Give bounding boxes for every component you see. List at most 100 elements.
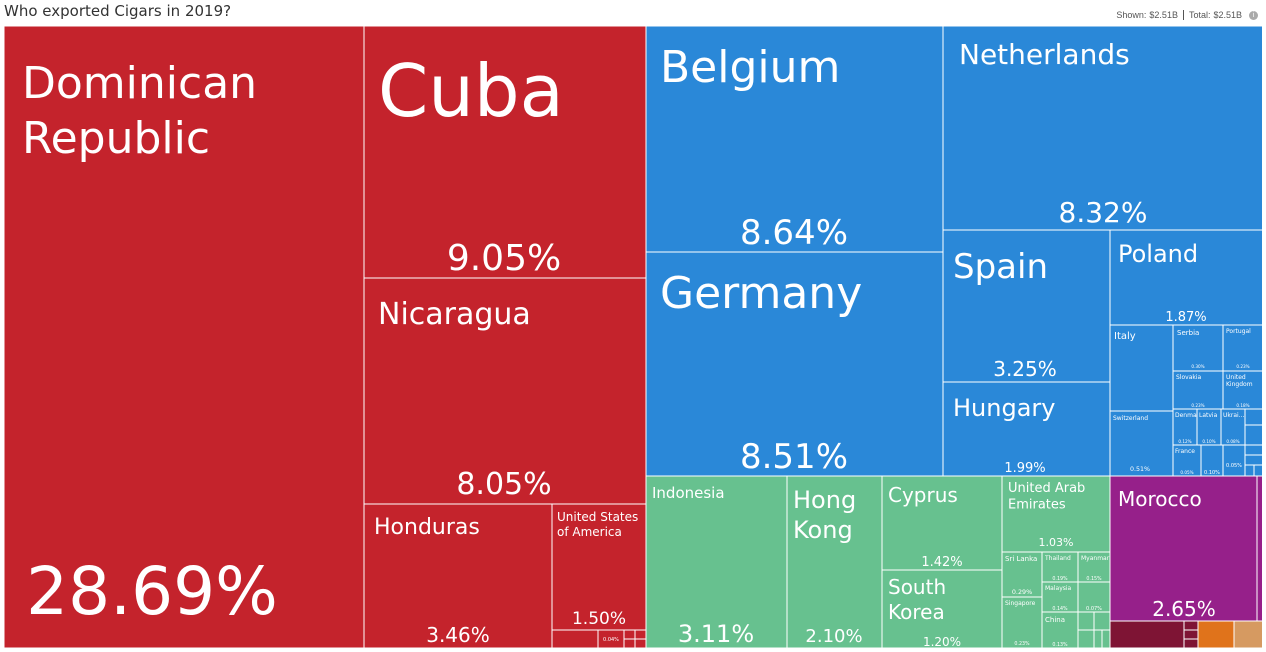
- tile-poland[interactable]: [1109, 229, 1262, 326]
- tile-germany[interactable]: [645, 251, 944, 477]
- tile-morocco[interactable]: [1109, 475, 1258, 622]
- total-value: $2.51B: [1213, 10, 1242, 20]
- tile-spain-label-line: Spain: [953, 247, 1048, 287]
- tile-nicaragua[interactable]: [363, 277, 647, 505]
- tile-singapore-value: 0.23%: [1014, 641, 1030, 647]
- tile-thailand-value: 0.19%: [1052, 576, 1068, 582]
- tile-africa-micro-0[interactable]: [1183, 620, 1199, 631]
- tile-cuba[interactable]: [363, 26, 647, 279]
- tile-south-korea[interactable]: [881, 569, 1003, 648]
- tile-slovakia[interactable]: [1172, 370, 1224, 410]
- tile-portugal-value: 0.23%: [1236, 364, 1249, 369]
- tile-denmark[interactable]: [1172, 408, 1198, 446]
- tile-americas-micro-0[interactable]: [623, 629, 636, 640]
- tile-hong-kong[interactable]: [786, 475, 883, 648]
- tile-hong-kong-label-line: Kong: [793, 516, 853, 544]
- tile-ukrai-label: Ukrai...: [1223, 412, 1244, 419]
- tile-indonesia[interactable]: [645, 475, 788, 648]
- tile-americas-micro-1[interactable]: [634, 629, 647, 640]
- tile-asia-micro-3[interactable]: [1093, 629, 1103, 648]
- tile-dominican-republic[interactable]: [4, 26, 365, 648]
- tile-americas-micro-2[interactable]: [623, 638, 636, 648]
- tile-honduras[interactable]: [363, 503, 553, 648]
- tile-switzerland-label: Switzerland: [1113, 415, 1148, 422]
- tile-italy-label: Italy: [1114, 331, 1136, 342]
- tile-united-kingdom-label-line: United: [1226, 374, 1246, 381]
- tile-africa-dark[interactable]: [1109, 620, 1185, 648]
- tile-portugal[interactable]: [1222, 324, 1262, 372]
- tile-sri-lanka-label: Sri Lanka: [1005, 555, 1037, 563]
- tile-cyprus-label-line: Cyprus: [888, 483, 958, 507]
- tile-slovakia-value: 0.23%: [1191, 403, 1204, 408]
- tile-americas-micro-3[interactable]: [634, 638, 647, 648]
- tile-americas-small-a[interactable]: [551, 629, 599, 648]
- tile-spain-value: 3.25%: [993, 357, 1057, 381]
- tile-cyprus-value: 1.42%: [921, 555, 962, 570]
- tile-netherlands[interactable]: [942, 26, 1262, 231]
- tile-africa-micro-2[interactable]: [1183, 638, 1199, 648]
- tile-hungary-label-line: Hungary: [953, 394, 1055, 422]
- tile-hong-kong-value: 2.10%: [805, 626, 862, 647]
- tile-serbia[interactable]: [1172, 324, 1224, 372]
- tile-europe-micro-4[interactable]: [1244, 424, 1262, 446]
- tile-spain[interactable]: [942, 229, 1111, 383]
- tile-asia-micro-4[interactable]: [1101, 629, 1111, 648]
- totals-divider: [1182, 10, 1184, 20]
- tile-asia-small-a-value: 0.07%: [1086, 606, 1102, 612]
- tile-switzerland[interactable]: [1109, 410, 1174, 477]
- tile-dominican-republic-value: 28.69%: [26, 553, 278, 630]
- tile-south-korea-label-line: South: [888, 575, 946, 599]
- tile-thailand-label: Thailand: [1044, 555, 1071, 562]
- tile-china-value: 0.13%: [1052, 642, 1068, 648]
- tile-netherlands-label-line: Netherlands: [959, 38, 1130, 71]
- tile-slovakia-label: Slovakia: [1176, 374, 1202, 381]
- tile-sri-lanka-value: 0.29%: [1012, 588, 1032, 596]
- info-icon[interactable]: i: [1249, 10, 1258, 20]
- tile-europe-small-b[interactable]: [1222, 444, 1246, 477]
- tile-europe-micro-0[interactable]: [1244, 444, 1262, 456]
- tile-latvia[interactable]: [1196, 408, 1222, 446]
- tile-thailand[interactable]: [1041, 551, 1079, 583]
- tile-europe-micro-2[interactable]: [1244, 464, 1255, 477]
- tile-france-value: 0.05%: [1180, 470, 1193, 475]
- tile-malaysia-value: 0.14%: [1052, 606, 1068, 612]
- tile-myanmar[interactable]: [1077, 551, 1111, 583]
- tile-myanmar-value: 0.15%: [1086, 576, 1102, 582]
- tile-hungary[interactable]: [942, 381, 1111, 477]
- tile-orange[interactable]: [1197, 620, 1235, 648]
- tile-united-kingdom-value: 0.18%: [1236, 403, 1249, 408]
- chart-title: Who exported Cigars in 2019?: [4, 2, 232, 20]
- tile-united-arab-emirates[interactable]: [1001, 475, 1111, 553]
- tile-south-korea-label-line: Korea: [888, 600, 945, 624]
- tile-europe-small-b-value: 0.05%: [1226, 463, 1242, 469]
- tile-africa-micro-1[interactable]: [1183, 629, 1199, 640]
- tile-europe-micro-3[interactable]: [1253, 464, 1262, 477]
- tile-china-label: China: [1045, 616, 1065, 624]
- tile-nicaragua-value: 8.05%: [456, 467, 551, 502]
- tile-serbia-value: 0.30%: [1191, 364, 1204, 369]
- tile-asia-micro-1[interactable]: [1093, 611, 1111, 631]
- tile-united-kingdom[interactable]: [1222, 370, 1262, 410]
- tile-morocco-value: 2.65%: [1152, 597, 1216, 621]
- tile-singapore-label: Singapore: [1005, 600, 1036, 607]
- tile-tan[interactable]: [1233, 620, 1262, 648]
- tile-united-states-of-america-value: 1.50%: [572, 609, 626, 629]
- tile-europe-micro-5[interactable]: [1244, 408, 1262, 426]
- tile-united-states-of-america[interactable]: [551, 503, 647, 631]
- shown-label: Shown:: [1116, 10, 1147, 20]
- tile-serbia-label: Serbia: [1177, 329, 1199, 337]
- tile-americas-small-b-value: 0.04%: [603, 637, 619, 643]
- tile-belgium[interactable]: [645, 26, 944, 253]
- tile-asia-micro-0[interactable]: [1077, 611, 1095, 631]
- tile-asia-small-a[interactable]: [1077, 581, 1111, 613]
- tile-europe-micro-1[interactable]: [1244, 454, 1262, 466]
- tile-asia-micro-2[interactable]: [1077, 629, 1095, 648]
- tile-poland-label-line: Poland: [1118, 240, 1198, 268]
- tile-africa-thin[interactable]: [1256, 475, 1262, 622]
- tile-latvia-value: 0.10%: [1202, 439, 1215, 444]
- tile-united-arab-emirates-label-line: Emirates: [1008, 497, 1066, 512]
- tile-united-kingdom-label-line: Kingdom: [1226, 381, 1253, 388]
- tile-hong-kong-label-line: Hong: [793, 486, 856, 514]
- tile-nicaragua-label-line: Nicaragua: [378, 297, 531, 332]
